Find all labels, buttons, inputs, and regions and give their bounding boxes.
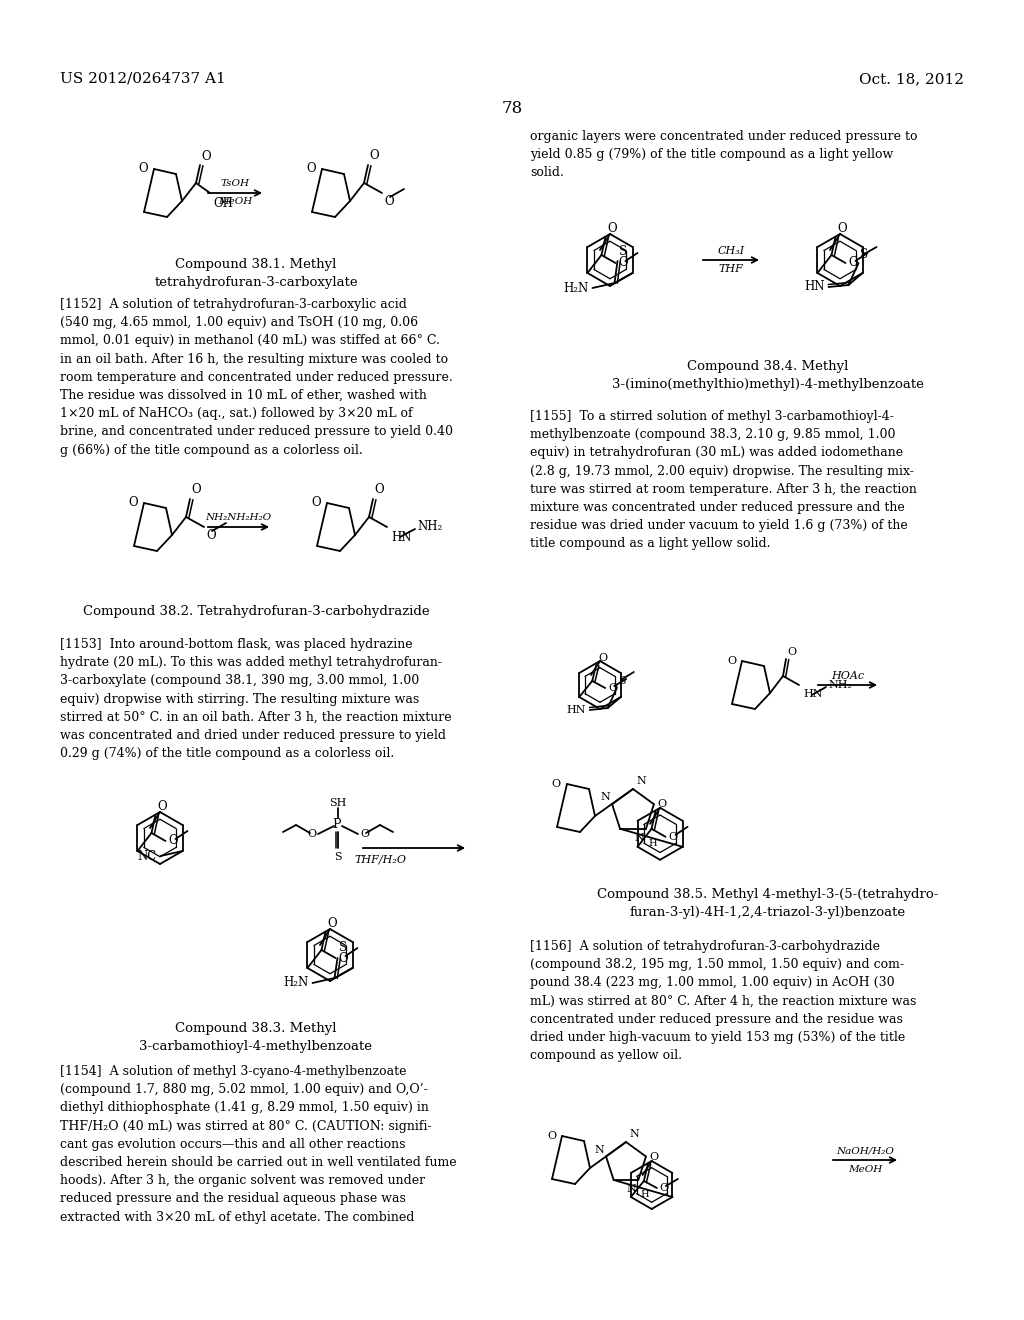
Text: P: P: [333, 817, 341, 830]
Text: O: O: [727, 656, 736, 667]
Text: Compound 38.3. Methyl
3-carbamothioyl-4-methylbenzoate: Compound 38.3. Methyl 3-carbamothioyl-4-…: [139, 1022, 373, 1053]
Text: Oct. 18, 2012: Oct. 18, 2012: [859, 73, 964, 86]
Text: TsOH: TsOH: [220, 180, 250, 189]
Text: S: S: [339, 941, 347, 954]
Text: SH: SH: [330, 799, 347, 808]
Text: OH: OH: [213, 197, 232, 210]
Text: N: N: [600, 792, 610, 803]
Text: O: O: [328, 917, 337, 931]
Text: H₂N: H₂N: [284, 977, 308, 990]
Text: O: O: [158, 800, 167, 813]
Text: HN: HN: [803, 689, 822, 700]
Text: NH₂: NH₂: [417, 520, 442, 533]
Text: THF/H₂O: THF/H₂O: [354, 855, 406, 865]
Text: [1154]  A solution of methyl 3-cyano-4-methylbenzoate
(compound 1.7, 880 mg, 5.0: [1154] A solution of methyl 3-cyano-4-me…: [60, 1065, 457, 1224]
Text: O: O: [659, 1183, 669, 1193]
Text: O: O: [618, 256, 628, 269]
Text: O: O: [787, 647, 796, 657]
Text: O: O: [374, 483, 384, 496]
Text: O: O: [598, 653, 607, 663]
Text: O: O: [339, 952, 348, 965]
Text: H: H: [648, 838, 656, 847]
Text: H₂N: H₂N: [563, 281, 589, 294]
Text: O: O: [128, 496, 138, 510]
Text: O: O: [608, 682, 617, 693]
Text: O: O: [384, 195, 393, 209]
Text: N: N: [627, 1184, 636, 1195]
Text: Compound 38.4. Methyl
3-(imino(methylthio)methyl)-4-methylbenzoate: Compound 38.4. Methyl 3-(imino(methylthi…: [612, 360, 924, 391]
Text: MeOH: MeOH: [218, 198, 252, 206]
Text: O: O: [669, 832, 678, 842]
Text: MeOH: MeOH: [848, 1164, 882, 1173]
Text: O: O: [138, 162, 148, 176]
Text: O: O: [201, 150, 211, 162]
Text: Compound 38.5. Methyl 4-methyl-3-(5-(tetrahydro-
furan-3-yl)-4H-1,2,4-triazol-3-: Compound 38.5. Methyl 4-methyl-3-(5-(tet…: [597, 888, 939, 919]
Text: O: O: [657, 799, 667, 809]
Text: O: O: [838, 222, 847, 235]
Text: [1153]  Into around-bottom flask, was placed hydrazine
hydrate (20 mL). To this : [1153] Into around-bottom flask, was pla…: [60, 638, 452, 760]
Text: H: H: [640, 1191, 649, 1199]
Text: O: O: [311, 496, 321, 510]
Text: O: O: [169, 834, 178, 847]
Text: S: S: [618, 246, 627, 257]
Text: O: O: [369, 149, 379, 162]
Text: S: S: [617, 676, 626, 686]
Text: THF: THF: [719, 264, 743, 275]
Text: NH₂: NH₂: [828, 680, 852, 690]
Text: O: O: [360, 829, 369, 840]
Text: CH₃I: CH₃I: [718, 246, 744, 256]
Text: 78: 78: [502, 100, 522, 117]
Text: O: O: [607, 222, 617, 235]
Text: O: O: [849, 256, 858, 269]
Text: [1152]  A solution of tetrahydrofuran-3-carboxylic acid
(540 mg, 4.65 mmol, 1.00: [1152] A solution of tetrahydrofuran-3-c…: [60, 298, 453, 457]
Text: HN: HN: [566, 705, 586, 715]
Text: organic layers were concentrated under reduced pressure to
yield 0.85 g (79%) of: organic layers were concentrated under r…: [530, 129, 918, 180]
Text: HN: HN: [804, 281, 824, 293]
Text: O: O: [547, 1131, 556, 1140]
Text: NaOH/H₂O: NaOH/H₂O: [836, 1147, 894, 1155]
Text: S: S: [859, 248, 867, 261]
Text: HN: HN: [391, 531, 412, 544]
Text: N: N: [594, 1144, 604, 1155]
Text: N: N: [629, 1129, 639, 1139]
Text: O: O: [552, 779, 561, 789]
Text: N: N: [634, 833, 644, 842]
Text: Compound 38.1. Methyl
tetrahydrofuran-3-carboxylate: Compound 38.1. Methyl tetrahydrofuran-3-…: [155, 257, 357, 289]
Text: NC: NC: [137, 850, 157, 862]
Text: S: S: [334, 851, 342, 862]
Text: HOAc: HOAc: [830, 671, 864, 681]
Text: O: O: [306, 162, 316, 176]
Text: NH₂NH₂H₂O: NH₂NH₂H₂O: [206, 513, 271, 523]
Text: US 2012/0264737 A1: US 2012/0264737 A1: [60, 73, 225, 86]
Text: O: O: [191, 483, 201, 496]
Text: Compound 38.2. Tetrahydrofuran-3-carbohydrazide: Compound 38.2. Tetrahydrofuran-3-carbohy…: [83, 605, 429, 618]
Text: O: O: [307, 829, 316, 840]
Text: N: N: [636, 776, 646, 785]
Text: [1156]  A solution of tetrahydrofuran-3-carbohydrazide
(compound 38.2, 195 mg, 1: [1156] A solution of tetrahydrofuran-3-c…: [530, 940, 916, 1063]
Text: [1155]  To a stirred solution of methyl 3-carbamothioyl-4-
methylbenzoate (compo: [1155] To a stirred solution of methyl 3…: [530, 411, 916, 550]
Text: O: O: [206, 529, 216, 543]
Text: O: O: [650, 1152, 659, 1162]
